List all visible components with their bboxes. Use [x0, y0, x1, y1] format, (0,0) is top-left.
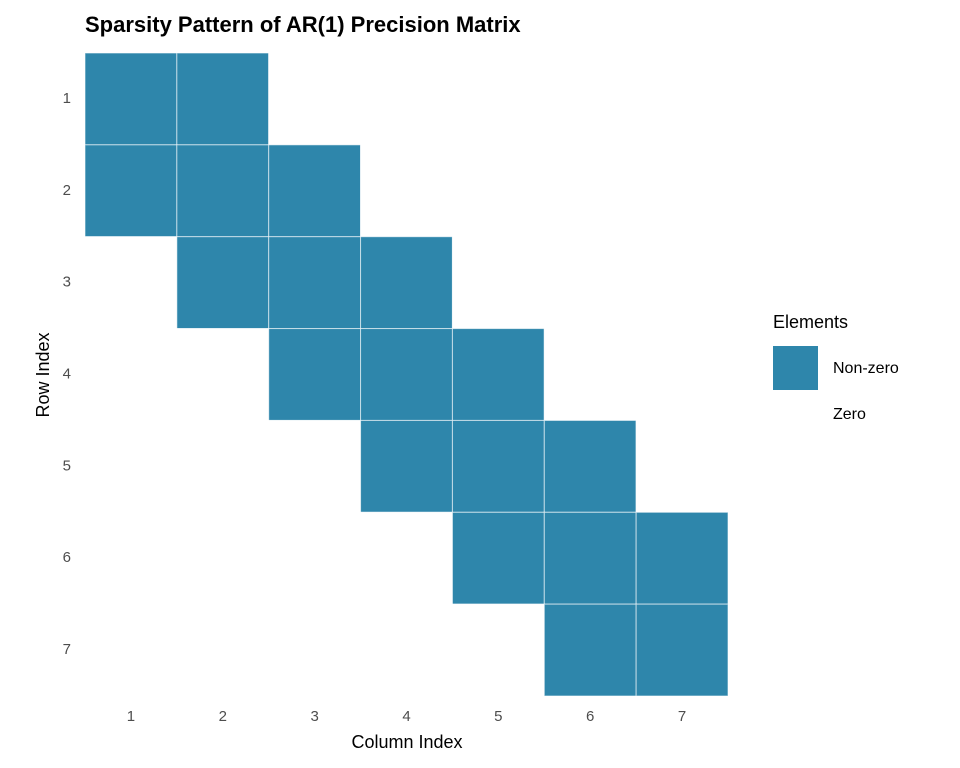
cell — [268, 236, 362, 330]
cell — [451, 236, 545, 330]
cell — [176, 236, 270, 330]
x-tick-label: 7 — [678, 708, 686, 725]
y-tick-label: 5 — [63, 457, 71, 474]
y-tick-label: 2 — [63, 182, 71, 199]
cell — [176, 511, 270, 605]
cell — [451, 52, 545, 146]
cell — [451, 511, 545, 605]
cell — [360, 511, 453, 605]
cell — [84, 511, 178, 605]
y-tick-label: 1 — [63, 90, 71, 107]
cell — [360, 603, 453, 697]
cell — [635, 144, 729, 238]
cell — [84, 419, 178, 513]
cell — [84, 52, 178, 146]
cell — [84, 236, 178, 330]
legend-label: Zero — [833, 406, 866, 423]
cell — [635, 236, 729, 330]
cell — [360, 328, 453, 421]
cell — [451, 419, 545, 513]
cell — [176, 144, 270, 238]
cell — [543, 511, 637, 605]
cell — [268, 419, 362, 513]
cell — [543, 603, 637, 697]
x-tick-label: 5 — [494, 708, 502, 725]
cell — [176, 52, 270, 146]
cell — [451, 328, 545, 421]
cell — [268, 52, 362, 146]
x-tick-label: 6 — [586, 708, 594, 725]
x-axis-label: Column Index — [351, 732, 462, 752]
x-tick-label: 1 — [127, 708, 135, 725]
y-tick-label: 3 — [63, 274, 71, 291]
y-tick-label: 7 — [63, 641, 71, 658]
cell — [176, 419, 270, 513]
cell — [268, 511, 362, 605]
cell — [543, 52, 637, 146]
cell — [360, 52, 453, 146]
cell — [84, 603, 178, 697]
y-tick-label: 6 — [63, 549, 71, 566]
cell — [635, 328, 729, 421]
cell — [635, 511, 729, 605]
cell — [268, 328, 362, 421]
cell — [635, 419, 729, 513]
cell — [360, 144, 453, 238]
legend-key — [773, 346, 818, 390]
cell — [360, 236, 453, 330]
x-tick-label: 3 — [310, 708, 318, 725]
cell — [84, 144, 178, 238]
cell — [543, 236, 637, 330]
y-axis-label: Row Index — [33, 332, 53, 417]
cell — [84, 328, 178, 421]
cell — [543, 419, 637, 513]
chart-title: Sparsity Pattern of AR(1) Precision Matr… — [85, 12, 521, 37]
legend-title: Elements — [773, 312, 848, 332]
cell — [360, 419, 453, 513]
legend-label: Non-zero — [833, 360, 899, 377]
cell — [176, 328, 270, 421]
cell — [543, 144, 637, 238]
cell — [635, 52, 729, 146]
cell — [176, 603, 270, 697]
cell — [268, 144, 362, 238]
y-tick-label: 4 — [63, 365, 71, 382]
x-tick-label: 2 — [219, 708, 227, 725]
cell — [451, 603, 545, 697]
cell — [543, 328, 637, 421]
cell — [451, 144, 545, 238]
cell — [268, 603, 362, 697]
x-tick-label: 4 — [402, 708, 410, 725]
legend-key — [773, 392, 818, 436]
cell — [635, 603, 729, 697]
